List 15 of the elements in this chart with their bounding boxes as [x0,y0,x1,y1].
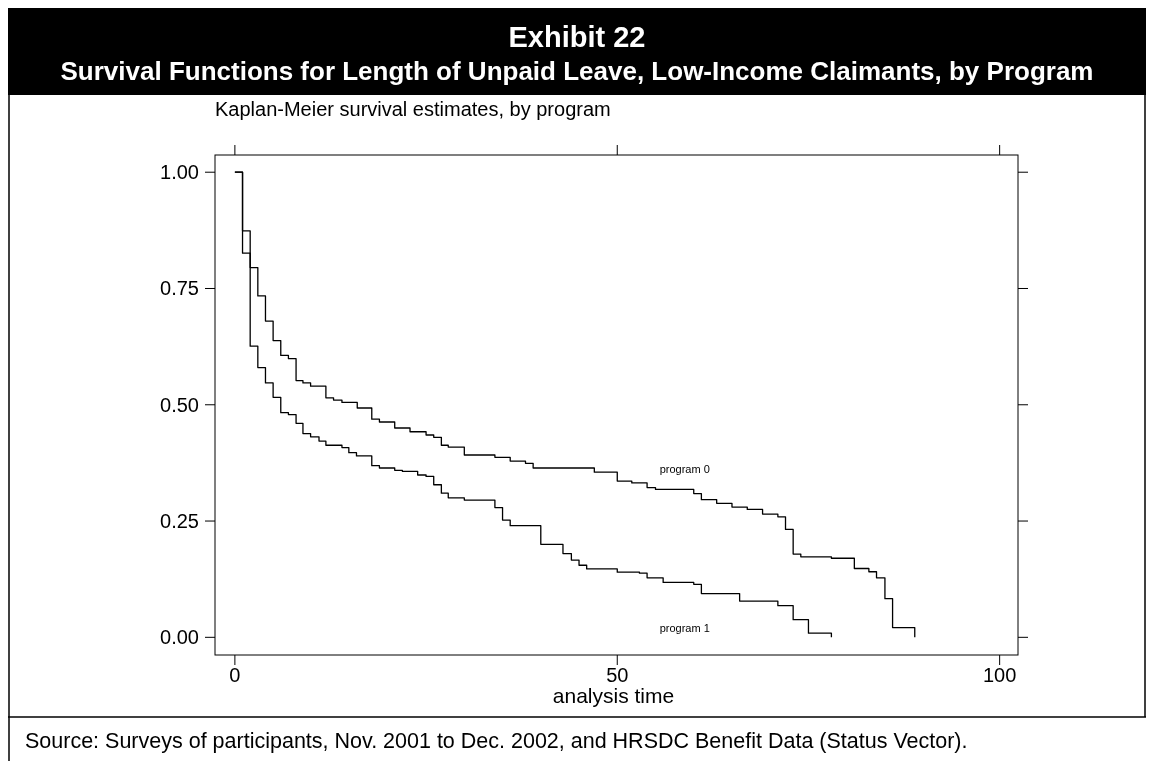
chart-subtitle: Survival Functions for Length of Unpaid Leave, Low-Income Claimants, by Program [60,56,1094,86]
text: Kaplan-Meier survival estimates, by program [215,98,611,120]
y-tick-label: 0.50 [160,393,199,416]
text: program 1 [659,622,710,635]
y-tick-label: 0.25 [160,510,199,533]
chart-title: Exhibit 22 [508,21,646,53]
source-note: Source: Surveys of participants, Nov. 2001 to Dec. 2002, and HRSDC Benefit Data (Status Vector). [25,729,968,753]
x-tick-label: 50 [606,664,629,686]
y-tick-label: 1.00 [160,161,199,184]
y-tick-label: 0.75 [160,277,199,300]
series-label: program 0 [659,463,710,476]
x-tick-label: 0 [229,664,241,686]
x-axis-title: analysis time [552,684,675,707]
x-tick-label: 100 [982,664,1017,686]
y-tick-label: 0.00 [160,626,199,649]
